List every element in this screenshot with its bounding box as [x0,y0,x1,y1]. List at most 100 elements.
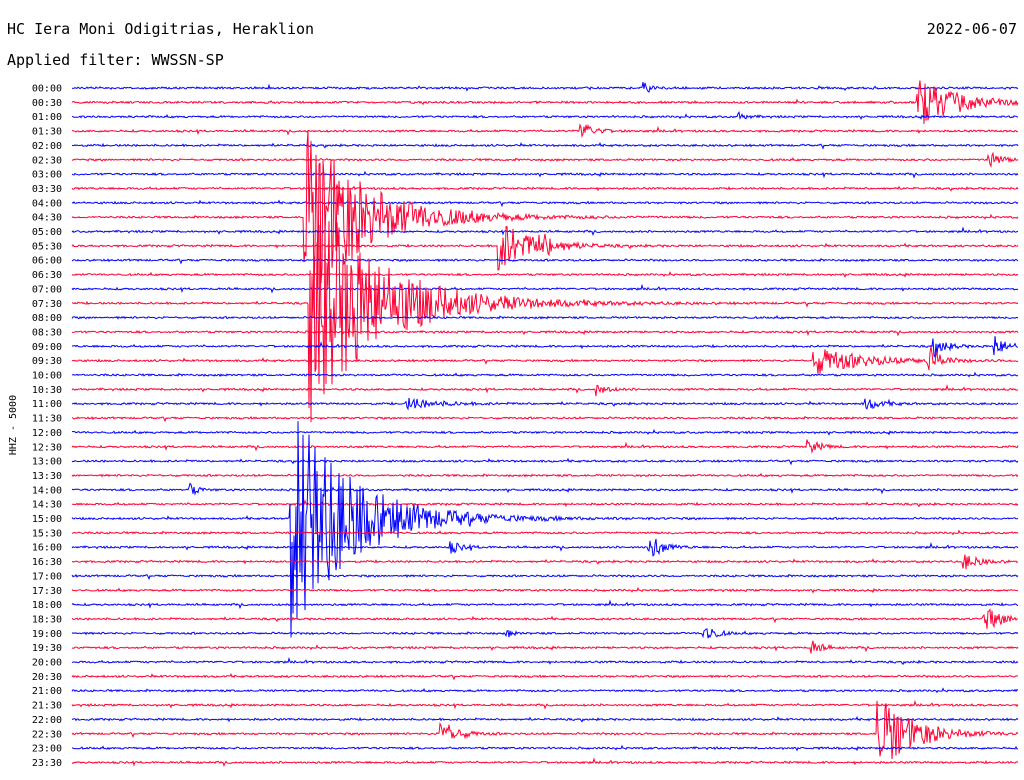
trace-line [71,257,1019,265]
trace-line [71,346,1019,374]
time-tick-label: 00:30 [32,98,62,109]
time-tick-label: 08:00 [32,313,62,324]
trace-line [71,457,1019,466]
time-tick-label: 09:30 [32,356,62,367]
trace-line [71,314,1019,320]
time-tick-label: 07:00 [32,284,62,295]
time-tick-label: 20:30 [32,672,62,683]
trace-line [71,225,1019,271]
trace-line [71,336,1019,359]
trace-line [71,439,1019,454]
time-tick-label: 02:00 [32,141,62,152]
trace-line [71,700,1019,760]
time-tick-label: 05:00 [32,227,62,238]
time-tick-label: 01:00 [32,112,62,123]
trace-line [71,429,1019,436]
trace-line [71,397,1019,411]
trace-line [71,640,1019,654]
trace-line [71,82,1019,93]
time-tick-label: 22:00 [32,715,62,726]
time-tick-label: 12:00 [32,428,62,439]
time-tick-label: 16:30 [32,557,62,568]
trace-line [71,538,1019,557]
trace-line [71,226,1019,237]
time-tick-label: 21:30 [32,701,62,712]
time-tick-label: 06:00 [32,256,62,267]
time-tick-label: 14:00 [32,485,62,496]
trace-line [71,529,1019,536]
station-title: HC Iera Moni Odigitrias, Heraklion [7,20,315,38]
time-tick-label: 23:30 [32,758,62,769]
trace-line [71,80,1019,125]
filter-label: Applied filter: WWSSN-SP [7,51,224,69]
time-tick-label: 10:00 [32,371,62,382]
trace-line [71,384,1019,397]
trace-line [71,142,1019,150]
time-tick-label: 06:30 [32,270,62,281]
time-tick-label: 11:00 [32,399,62,410]
trace-line [71,271,1019,278]
time-tick-label: 09:00 [32,342,62,353]
trace-line [71,656,1019,666]
trace-line [71,599,1019,610]
time-tick-label: 17:30 [32,586,62,597]
trace-group [71,80,1019,767]
trace-line [71,608,1019,629]
time-tick-label: 08:30 [32,327,62,338]
trace-line [71,199,1019,208]
trace-line [71,757,1019,767]
time-tick-label: 18:30 [32,614,62,625]
trace-line [71,130,1019,295]
time-tick-label: 14:30 [32,500,62,511]
trace-line [71,482,1019,496]
trace-line [71,673,1019,681]
time-tick-label: 11:30 [32,414,62,425]
plot-date: 2022-06-07 [926,20,1017,38]
trace-line [71,371,1019,378]
trace-line [71,573,1019,581]
time-tick-group: 00:00 00:30 01:00 01:30 02:00 02:30 03:00 03:30… [32,84,62,769]
trace-line [71,716,1019,723]
time-tick-label: 22:30 [32,729,62,740]
time-tick-label: 03:30 [32,184,62,195]
trace-line [71,699,1019,710]
time-tick-label: 18:00 [32,600,62,611]
time-tick-label: 05:30 [32,241,62,252]
trace-line [71,628,1019,639]
time-tick-label: 17:00 [32,571,62,582]
time-tick-label: 04:00 [32,198,62,209]
trace-line [71,586,1019,594]
time-tick-label: 04:30 [32,213,62,224]
time-tick-label: 02:30 [32,155,62,166]
trace-line [71,744,1019,752]
trace-line [71,687,1019,694]
trace-line [71,183,1019,192]
time-tick-label: 15:30 [32,528,62,539]
time-tick-label: 15:00 [32,514,62,525]
time-tick-label: 03:00 [32,170,62,181]
time-tick-label: 00:00 [32,84,62,95]
trace-line [71,554,1019,570]
trace-line [71,110,1019,121]
time-tick-label: 07:30 [32,299,62,310]
trace-line [71,170,1019,179]
time-tick-label: 16:00 [32,543,62,554]
trace-line [71,328,1019,337]
time-tick-label: 12:30 [32,442,62,453]
time-tick-label: 23:00 [32,744,62,755]
trace-line [71,421,1019,638]
time-tick-label: 19:00 [32,629,62,640]
trace-line [71,472,1019,478]
trace-line [71,283,1019,294]
channel-label: HHZ - 5000 [8,395,19,455]
time-tick-label: 19:30 [32,643,62,654]
trace-line [71,219,1019,423]
trace-line [71,151,1019,168]
time-tick-label: 01:30 [32,127,62,138]
time-tick-label: 20:00 [32,658,62,669]
time-tick-label: 13:00 [32,457,62,468]
time-tick-label: 13:30 [32,471,62,482]
trace-line [71,415,1019,423]
trace-line [71,498,1019,508]
